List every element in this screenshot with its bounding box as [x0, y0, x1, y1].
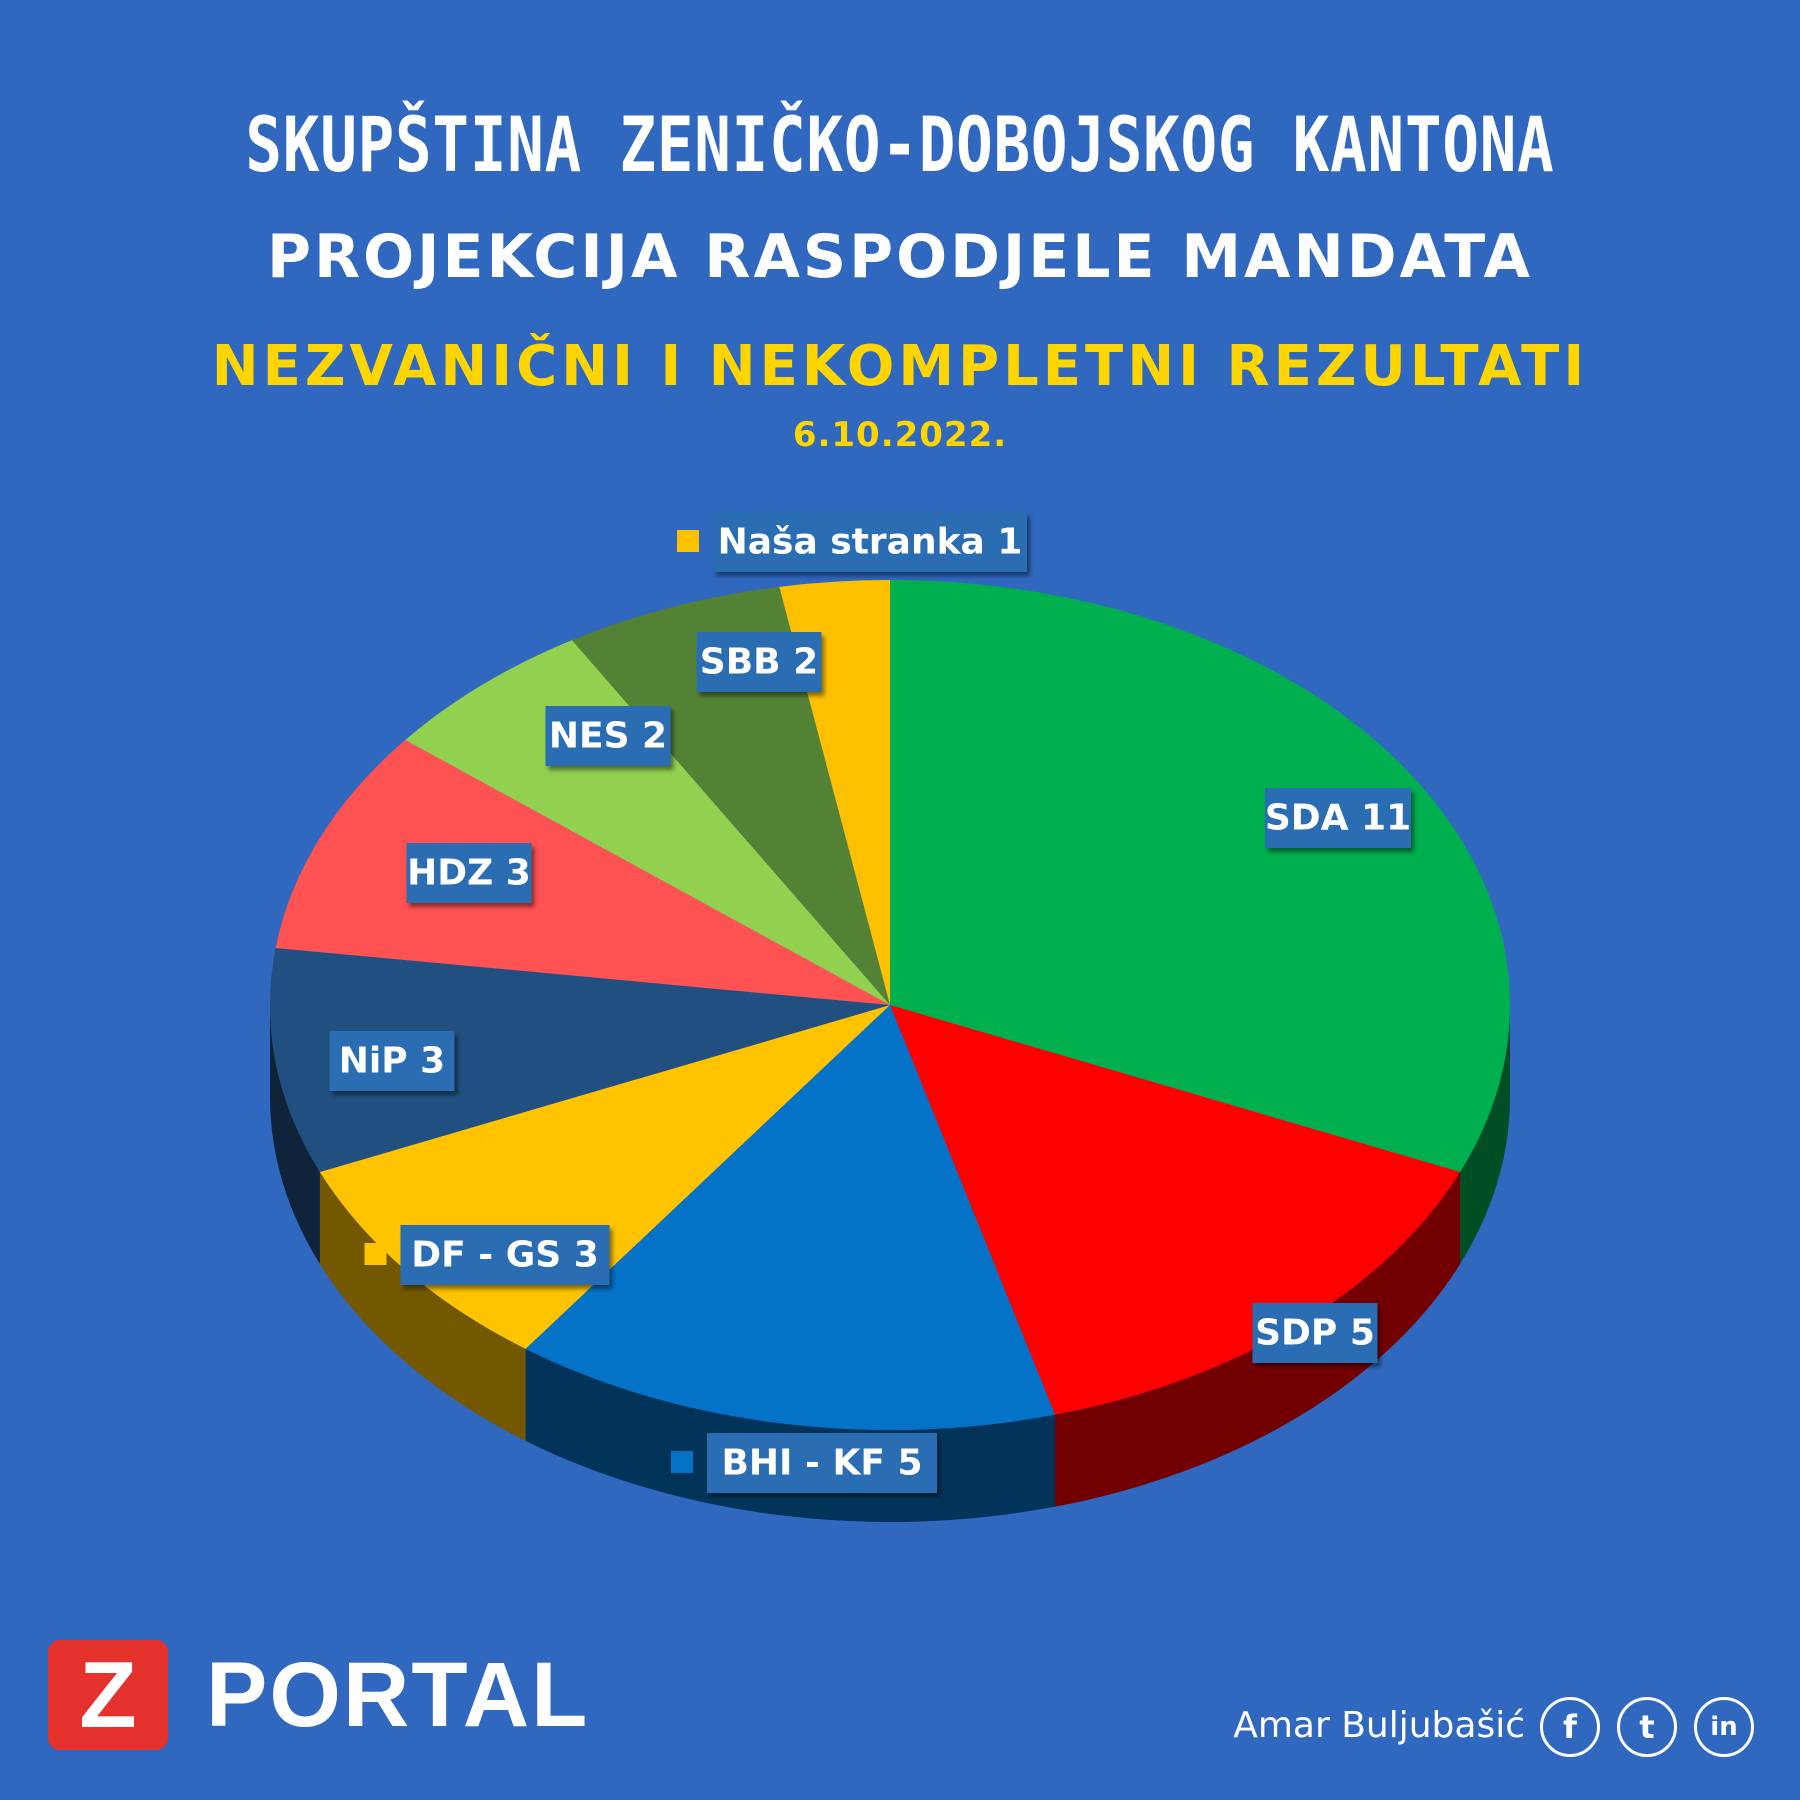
pie-slice-sbb[interactable]: [572, 586, 890, 1005]
pie-label-text: HDZ 3: [407, 853, 531, 894]
pie-side-df-gs: [319, 1172, 526, 1441]
pie-label-nip: NiP 3: [293, 1031, 455, 1091]
pie-slice-bhi-kf[interactable]: [525, 1005, 1055, 1430]
facebook-icon[interactable]: f: [1540, 1697, 1600, 1757]
chart-subtitle: PROJEKCIJA RASPODJELE MANDATA: [267, 222, 1533, 292]
pie-slice-hdz[interactable]: [275, 740, 890, 1005]
pie-label-box: [713, 512, 1027, 572]
pie-label-swatch: [509, 724, 532, 746]
pie-slice-sda[interactable]: [890, 580, 1510, 1173]
pie-label-sda: SDA 11: [1229, 788, 1411, 848]
logo-z-badge: Z: [48, 1640, 168, 1750]
pie-label-text: SDA 11: [1265, 798, 1411, 839]
pie-label-bhi-kf: BHI - KF 5: [671, 1433, 937, 1493]
pie-label-text: SBB 2: [700, 642, 818, 683]
pie-labels: SDA 11 SDP 5 BHI - KF 5 DF - GS 3 NiP 3 HDZ 3…: [293, 512, 1411, 1493]
pie-side-nip: [270, 1005, 320, 1265]
pie-label-df-gs: DF - GS 3: [364, 1225, 610, 1285]
pie-side-sdp: [1054, 1172, 1461, 1507]
logo-text: PORTAL: [206, 1644, 590, 1746]
pie-label-text: DF - GS 3: [411, 1235, 599, 1276]
pie-side-sda: [1460, 1005, 1510, 1265]
pie-slice-nip[interactable]: [270, 947, 891, 1173]
pie-label-swatch: [364, 1243, 387, 1265]
pie-label-swatch: [1216, 1321, 1239, 1343]
results-notice: NEZVANIČNI I NEKOMPLETNI REZULTATI: [211, 334, 1589, 399]
pie-label-box: [1252, 1303, 1378, 1363]
pie-label-hdz: HDZ 3: [370, 843, 532, 903]
author-name: Amar Buljubašić: [1233, 1705, 1525, 1746]
pie-label-box: [329, 1031, 455, 1091]
chart-title: SKUPŠTINA ZENIČKO-DOBOJSKOG KANTONA: [245, 100, 1555, 189]
pie-label-box: [707, 1433, 937, 1493]
pie-label-box: [1265, 788, 1411, 848]
pie-slices: [270, 580, 1510, 1430]
pie-label-box: [400, 1225, 610, 1285]
pie-label-swatch: [671, 1451, 693, 1473]
pie-label-sdp: SDP 5: [1216, 1303, 1378, 1363]
pie-label-text: SDP 5: [1255, 1313, 1375, 1354]
pie-label-text: BHI - KF 5: [721, 1443, 922, 1484]
pie-label-swatch: [293, 1049, 316, 1071]
pie-label-swatch: [370, 861, 393, 883]
pie-label-swatch: [660, 650, 683, 672]
pie-label-box: [545, 706, 671, 766]
linkedin-icon[interactable]: in: [1694, 1697, 1754, 1757]
results-date: 6.10.2022.: [792, 415, 1008, 455]
pie-label-sbb: SBB 2: [660, 632, 822, 692]
pie-label-box: [696, 632, 822, 692]
pie-label-swatch: [677, 530, 699, 552]
pie-label-nes: NES 2: [509, 706, 671, 766]
pie-label-box: [406, 843, 532, 903]
pie-label-swatch: [1229, 806, 1251, 828]
pie-label-text: NES 2: [549, 716, 667, 757]
twitter-icon[interactable]: t: [1617, 1697, 1677, 1757]
pie-label-text: NiP 3: [339, 1041, 445, 1082]
pie-label-text: Naša stranka 1: [718, 522, 1023, 563]
pie-label-na-a-stranka: Naša stranka 1: [677, 512, 1027, 572]
